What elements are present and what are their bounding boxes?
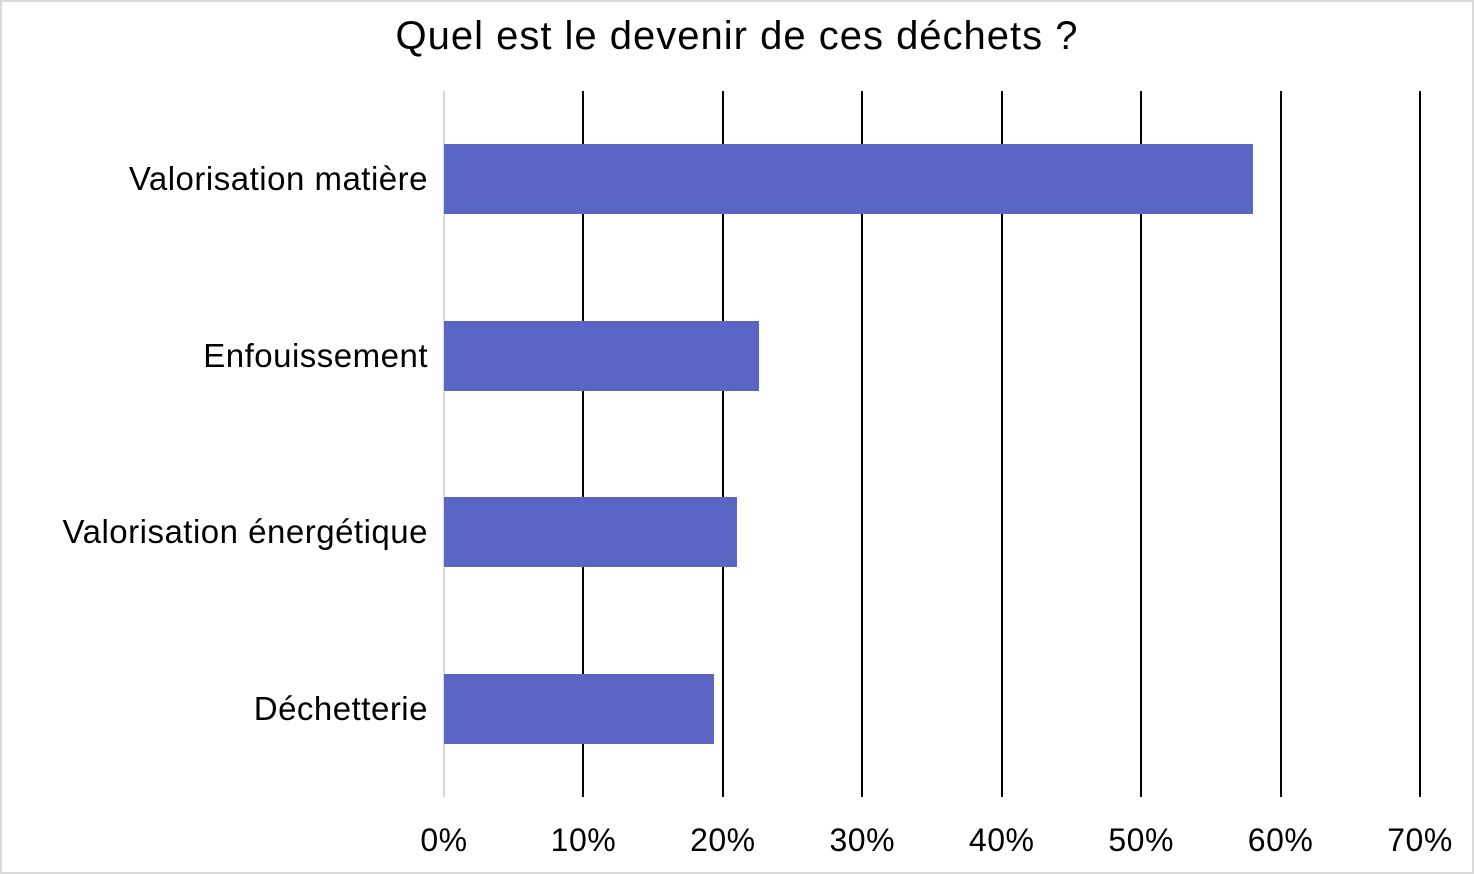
tick-label-40pct: 40% [968,822,1035,858]
category-label-enfouissement: Enfouissement [203,336,428,374]
tick-label-0pct: 0% [420,822,468,858]
bar-enfouissement [444,320,760,391]
plot-area [443,91,1421,797]
gridline-40pct [1000,91,1003,797]
category-label-valorisation-energetique: Valorisation énergétique [62,513,428,551]
bar-dechetterie [444,673,715,744]
bar-valorisation-energetique [444,497,737,568]
tick-label-70pct: 70% [1387,822,1453,858]
gridline-10pct [582,91,585,797]
tick-label-10pct: 10% [550,822,617,858]
tick-label-30pct: 30% [829,822,896,858]
gridline-70pct [1419,91,1421,797]
category-axis-line [443,91,445,797]
gridline-60pct [1279,91,1282,797]
tick-label-20pct: 20% [690,822,756,858]
tick-label-60pct: 60% [1247,822,1314,858]
tick-label-50pct: 50% [1108,822,1174,858]
gridline-20pct [721,91,724,797]
gridline-50pct [1140,91,1143,797]
category-label-valorisation-matiere: Valorisation matière [128,160,428,198]
chart-title: Quel est le devenir de ces déchets ? [395,14,1079,58]
category-label-dechetterie: Déchetterie [253,689,428,727]
bar-valorisation-matiere [444,144,1253,215]
gridline-30pct [861,91,864,797]
